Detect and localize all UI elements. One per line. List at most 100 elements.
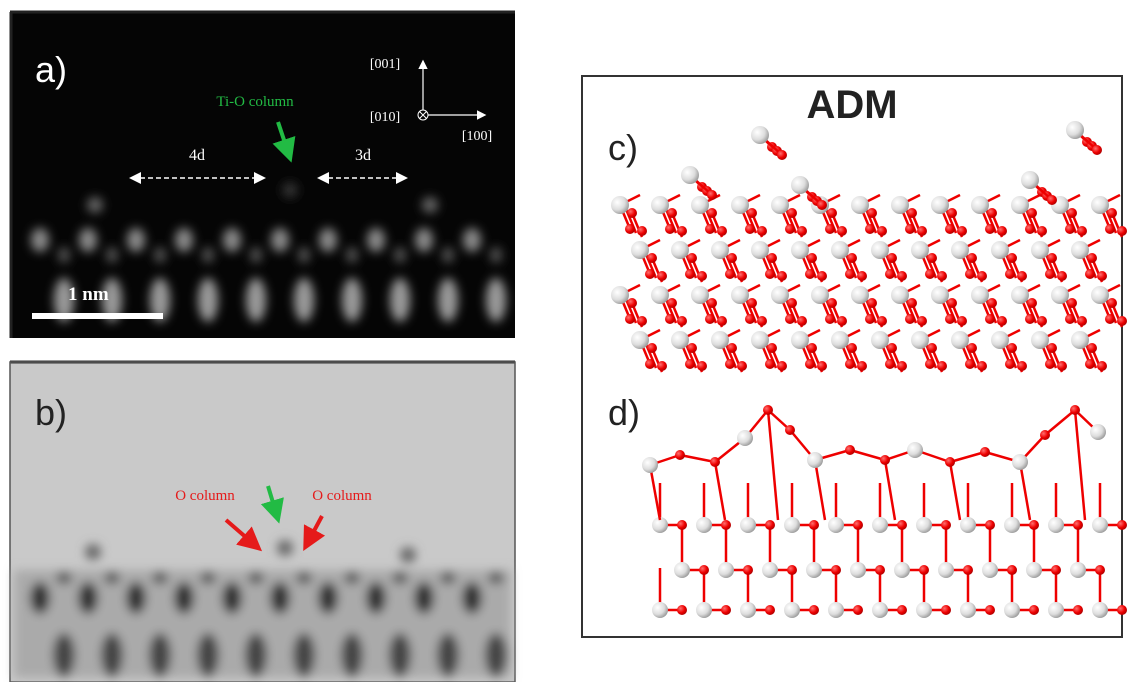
atom-column bbox=[245, 633, 267, 677]
oxygen-atom bbox=[797, 316, 807, 326]
oxygen-atom bbox=[1037, 316, 1047, 326]
atom-column bbox=[440, 572, 456, 584]
titanium-atom bbox=[762, 562, 778, 578]
oxygen-atom bbox=[817, 271, 827, 281]
atom-column bbox=[154, 247, 166, 263]
oxygen-atom bbox=[705, 224, 715, 234]
oxygen-atom bbox=[941, 605, 951, 615]
atom-column bbox=[341, 633, 363, 677]
oxygen-atom bbox=[777, 361, 787, 371]
titanium-atom bbox=[1090, 424, 1106, 440]
oxygen-atom bbox=[1105, 314, 1115, 324]
oxygen-atom bbox=[957, 316, 967, 326]
oxygen-atom bbox=[717, 226, 727, 236]
titanium-atom bbox=[851, 286, 869, 304]
oxygen-atom bbox=[757, 316, 767, 326]
oxygen-atom bbox=[963, 565, 973, 575]
atom-column bbox=[152, 572, 168, 584]
oxygen-atom bbox=[985, 224, 995, 234]
axis-label: [100] bbox=[462, 129, 492, 144]
titanium-atom bbox=[1031, 331, 1049, 349]
atom-column bbox=[149, 633, 171, 677]
titanium-atom bbox=[1091, 286, 1109, 304]
oxygen-atom bbox=[1027, 298, 1037, 308]
oxygen-atom bbox=[907, 298, 917, 308]
atom-column bbox=[318, 582, 338, 614]
oxygen-atom bbox=[787, 208, 797, 218]
titanium-atom bbox=[931, 196, 949, 214]
titanium-atom bbox=[931, 286, 949, 304]
oxygen-atom bbox=[1085, 359, 1095, 369]
oxygen-atom bbox=[1051, 565, 1061, 575]
panel-label: d) bbox=[608, 392, 640, 433]
spacing-label: 3d bbox=[355, 147, 371, 164]
oxygen-atom bbox=[785, 314, 795, 324]
titanium-atom bbox=[894, 562, 910, 578]
atom-column bbox=[294, 278, 314, 322]
titanium-atom bbox=[791, 241, 809, 259]
oxygen-atom bbox=[657, 271, 667, 281]
oxygen-atom bbox=[1047, 343, 1057, 353]
oxygen-atom bbox=[677, 605, 687, 615]
oxygen-atom bbox=[853, 520, 863, 530]
oxygen-atom bbox=[837, 316, 847, 326]
oxygen-atom bbox=[727, 253, 737, 263]
titanium-atom bbox=[1011, 286, 1029, 304]
oxygen-atom bbox=[937, 361, 947, 371]
titanium-atom bbox=[711, 241, 729, 259]
oxygen-atom bbox=[977, 271, 987, 281]
titanium-atom bbox=[907, 442, 923, 458]
oxygen-atom bbox=[917, 316, 927, 326]
atom-column bbox=[442, 247, 454, 263]
oxygen-atom bbox=[1029, 520, 1039, 530]
titanium-atom bbox=[891, 286, 909, 304]
model-title: ADM bbox=[806, 83, 897, 127]
titanium-atom bbox=[872, 602, 888, 618]
oxygen-atom bbox=[787, 298, 797, 308]
oxygen-atom bbox=[625, 314, 635, 324]
oxygen-atom bbox=[797, 226, 807, 236]
titanium-atom bbox=[631, 331, 649, 349]
oxygen-atom bbox=[947, 208, 957, 218]
titanium-atom bbox=[731, 286, 749, 304]
titanium-atom bbox=[711, 331, 729, 349]
titanium-atom bbox=[1026, 562, 1042, 578]
titanium-atom bbox=[960, 602, 976, 618]
titanium-atom bbox=[740, 517, 756, 533]
oxygen-atom bbox=[925, 269, 935, 279]
atom-column bbox=[222, 582, 242, 614]
oxygen-atom bbox=[667, 208, 677, 218]
atom-column bbox=[319, 228, 337, 252]
titanium-atom bbox=[971, 286, 989, 304]
oxygen-atom bbox=[765, 359, 775, 369]
atom-column bbox=[390, 278, 410, 322]
atom-column bbox=[277, 540, 293, 556]
oxygen-atom bbox=[805, 359, 815, 369]
panel-a: a) Ti-O column 4d 3d [001] [010] [100] 1… bbox=[10, 12, 515, 338]
oxygen-atom bbox=[687, 343, 697, 353]
titanium-atom bbox=[771, 196, 789, 214]
atom-column bbox=[415, 228, 433, 252]
titanium-atom bbox=[1066, 121, 1084, 139]
titanium-atom bbox=[751, 331, 769, 349]
atom-column bbox=[346, 247, 358, 263]
oxygen-atom bbox=[677, 520, 687, 530]
titanium-atom bbox=[871, 241, 889, 259]
atom-column bbox=[296, 572, 312, 584]
oxygen-atom bbox=[721, 520, 731, 530]
oxygen-atom bbox=[785, 224, 795, 234]
oxygen-atom bbox=[857, 361, 867, 371]
oxygen-atom bbox=[765, 520, 775, 530]
atom-column bbox=[394, 247, 406, 263]
oxygen-atom bbox=[763, 405, 773, 415]
panel-label: a) bbox=[35, 49, 67, 90]
titanium-atom bbox=[718, 562, 734, 578]
oxygen-atom bbox=[865, 224, 875, 234]
titanium-atom bbox=[971, 196, 989, 214]
titanium-atom bbox=[1071, 331, 1089, 349]
atom-column bbox=[78, 582, 98, 614]
oxygen-atom bbox=[827, 208, 837, 218]
atom-column bbox=[485, 633, 507, 677]
oxygen-atom bbox=[777, 150, 787, 160]
titanium-atom bbox=[1070, 562, 1086, 578]
